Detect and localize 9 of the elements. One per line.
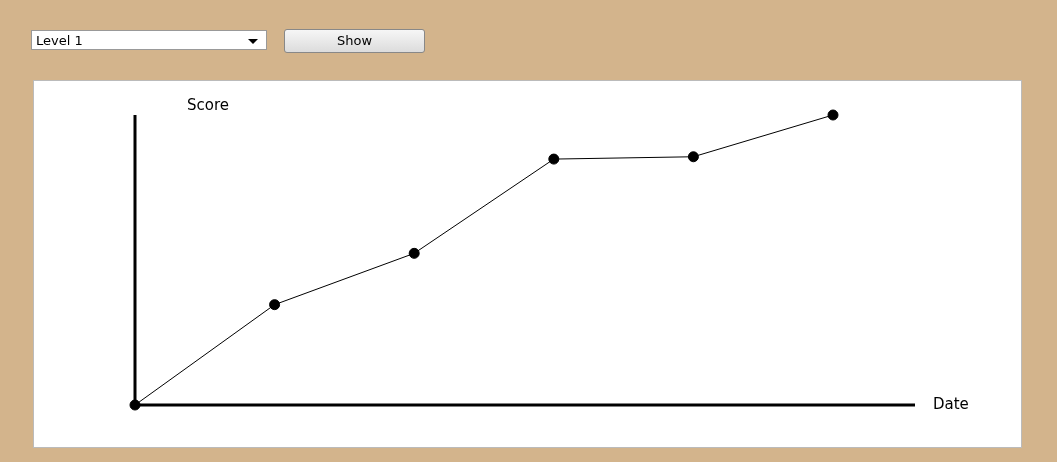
point (408, 247, 420, 259)
y-axis-title: Score (187, 95, 230, 114)
point (687, 151, 699, 163)
point (269, 299, 281, 311)
show-button: Show (284, 29, 425, 53)
x-axis-title: Date (933, 394, 969, 413)
level-dropdown: Level 1 (31, 30, 267, 50)
point (548, 153, 560, 165)
point (827, 109, 839, 121)
